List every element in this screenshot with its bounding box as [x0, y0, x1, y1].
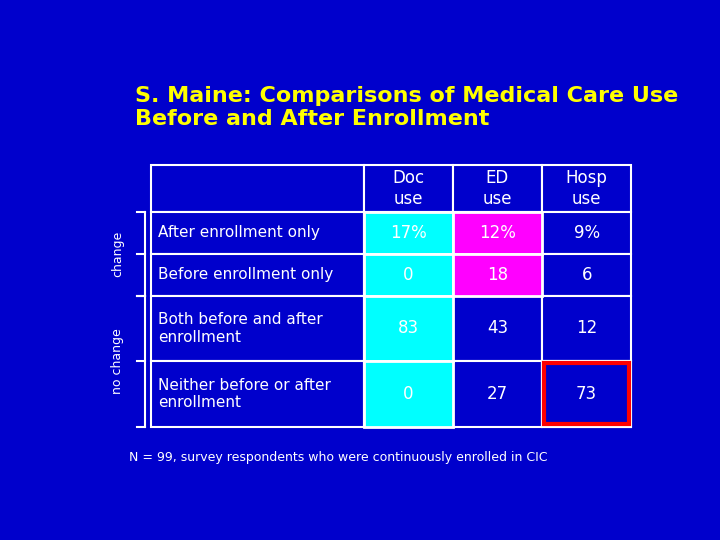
- Text: N = 99, survey respondents who were continuously enrolled in CIC: N = 99, survey respondents who were cont…: [129, 451, 547, 464]
- Text: 27: 27: [487, 385, 508, 403]
- Text: 43: 43: [487, 319, 508, 338]
- Text: 0: 0: [403, 385, 413, 403]
- Text: 83: 83: [397, 319, 419, 338]
- Text: After enrollment only: After enrollment only: [158, 225, 320, 240]
- Text: no change: no change: [112, 328, 125, 394]
- Text: 17%: 17%: [390, 224, 426, 242]
- Text: Before enrollment only: Before enrollment only: [158, 267, 333, 282]
- Text: 9%: 9%: [574, 224, 600, 242]
- Text: Doc
use: Doc use: [392, 169, 424, 207]
- Text: S. Maine: Comparisons of Medical Care Use
Before and After Enrollment: S. Maine: Comparisons of Medical Care Us…: [135, 85, 678, 129]
- Text: 0: 0: [403, 266, 413, 284]
- Text: Hosp
use: Hosp use: [566, 169, 608, 207]
- Text: 6: 6: [581, 266, 592, 284]
- Text: 12%: 12%: [479, 224, 516, 242]
- Text: ED
use: ED use: [482, 169, 512, 207]
- Text: Both before and after
enrollment: Both before and after enrollment: [158, 312, 323, 345]
- Text: change: change: [112, 231, 125, 277]
- Text: 12: 12: [576, 319, 598, 338]
- Text: 18: 18: [487, 266, 508, 284]
- Text: Neither before or after
enrollment: Neither before or after enrollment: [158, 377, 331, 410]
- Text: 73: 73: [576, 385, 597, 403]
